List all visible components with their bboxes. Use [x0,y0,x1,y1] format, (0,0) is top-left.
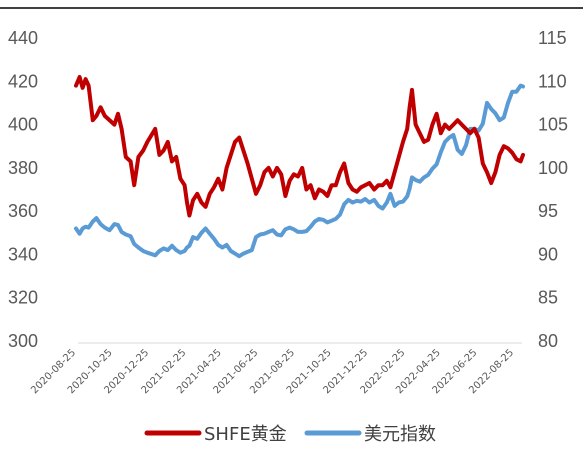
y-right-tick-label: 80 [538,331,558,351]
y-left-tick-label: 420 [8,71,38,91]
y-right-tick-label: 85 [538,288,558,308]
y-right-axis: 115 110 105 100 95 90 85 80 [538,28,568,351]
y-left-tick-label: 380 [8,158,38,178]
y-right-tick-label: 95 [538,201,558,221]
y-right-tick-label: 90 [538,244,558,264]
y-right-tick-label: 100 [538,158,568,178]
series-line-dollar-index [74,83,525,259]
y-left-tick-label: 400 [8,115,38,135]
y-left-tick-label: 360 [8,201,38,221]
y-left-axis: 440 420 400 380 360 340 320 300 [8,28,38,351]
y-left-tick-label: 300 [8,331,38,351]
y-left-tick-label: 440 [8,28,38,48]
y-left-tick-label: 320 [8,288,38,308]
series-line-shfe-gold [74,75,525,218]
y-right-tick-label: 115 [538,28,567,48]
legend-label: SHFE黄金 [204,424,287,445]
legend: SHFE黄金 美元指数 [144,424,436,445]
y-right-tick-label: 105 [538,115,568,135]
y-left-tick-label: 340 [8,244,38,264]
legend-label: 美元指数 [364,424,436,445]
y-right-tick-label: 110 [538,71,567,91]
series-layer [74,75,525,259]
